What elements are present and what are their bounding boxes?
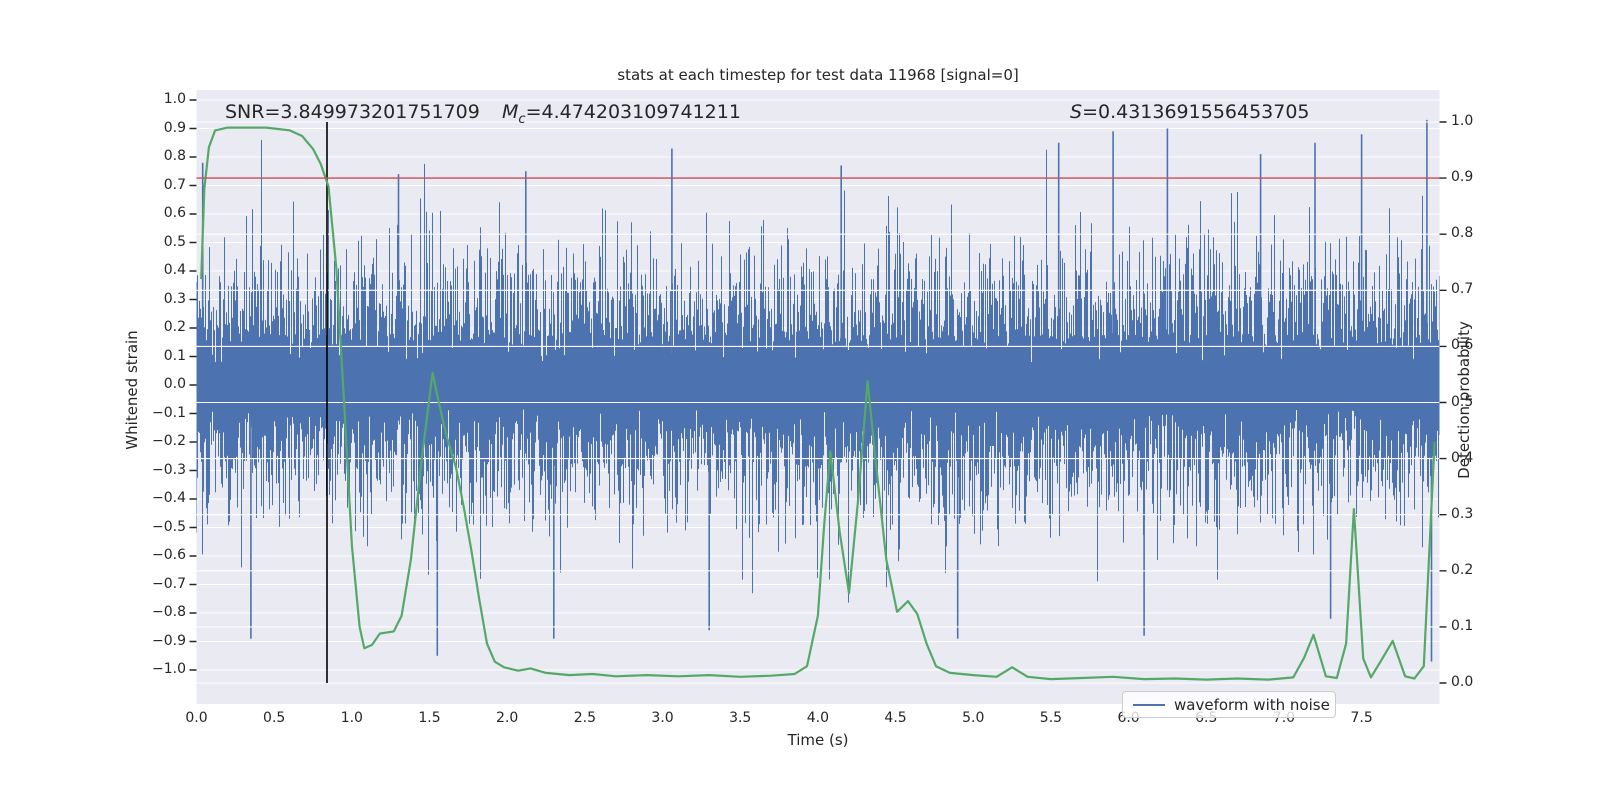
y-left-tick-label: −0.6 (152, 547, 186, 563)
x-tick-label: 2.5 (573, 710, 596, 726)
chirp-mass-value: =4.474203109741211 (525, 101, 741, 123)
y-left-tick-label: 0.6 (163, 205, 186, 221)
x-tick-label: 0.5 (263, 710, 286, 726)
y-right-tick-label: 0.4 (1451, 449, 1474, 466)
y-left-tick-label: 0.0 (163, 376, 186, 392)
y-left-tick-label: −0.7 (152, 575, 186, 592)
y-right-tick-label: 0.7 (1451, 281, 1474, 298)
x-tick-label: 5.5 (1039, 710, 1063, 726)
x-axis-label: Time (s) (787, 731, 849, 749)
s-stat-value: =0.4313691556453705 (1082, 101, 1310, 123)
y-right-tick-label: 0.3 (1451, 505, 1474, 522)
x-tick-label: 1.5 (418, 710, 441, 726)
y-left-tick-label: −0.1 (152, 404, 186, 421)
y-right-tick-label: 0.2 (1451, 561, 1474, 578)
annotation-chirp-mass: Mc=4.474203109741211 (502, 101, 741, 127)
y-right-tick-label: 0.0 (1451, 674, 1474, 690)
y-left-tick-label: 0.5 (163, 233, 186, 250)
y-right-tick-label: 0.6 (1451, 337, 1474, 354)
y-right-tick-label: 1.0 (1451, 113, 1474, 129)
y-left-tick-label: 0.7 (163, 176, 186, 193)
y-right-tick-label: 0.5 (1451, 393, 1474, 410)
chirp-mass-subscript: c (518, 111, 526, 127)
y-left-tick-label: −1.0 (152, 661, 186, 677)
x-tick-label: 3.0 (651, 710, 674, 726)
probability-curve (200, 126, 1436, 681)
legend: waveform with noise (1122, 691, 1336, 718)
left-axis-label: Whitened strain (123, 330, 141, 450)
y-left-tick-label: −0.3 (152, 461, 186, 478)
y-left-tick-label: −0.4 (152, 490, 186, 506)
chart-title: stats at each timestep for test data 119… (617, 66, 1019, 84)
x-tick-label: 4.0 (806, 710, 830, 726)
y-right-tick-label: 0.8 (1451, 225, 1474, 242)
axis-tick-marks (189, 99, 1447, 684)
x-tick-label: 4.5 (884, 710, 907, 726)
chirp-mass-symbol: M (502, 101, 519, 123)
annotation-s-stat: S=0.4313691556453705 (1070, 101, 1310, 123)
y-left-tick-label: 0.4 (163, 262, 186, 278)
y-right-tick-label: 0.9 (1451, 169, 1474, 186)
y-left-tick-label: 0.1 (163, 347, 186, 364)
y-right-tick-label: 0.1 (1451, 617, 1474, 634)
x-tick-label: 3.5 (729, 710, 752, 726)
y-left-tick-label: −0.8 (152, 604, 186, 620)
y-left-tick-label: −0.9 (152, 632, 186, 649)
noise-spikes-path (201, 119, 1433, 662)
y-left-tick-label: −0.2 (152, 433, 186, 449)
x-tick-label: 7.5 (1350, 710, 1373, 726)
legend-waveform-line-sample (1133, 703, 1165, 706)
y-left-tick-label: 1.0 (163, 91, 186, 107)
s-stat-symbol: S (1070, 101, 1083, 123)
y-left-tick-label: −0.5 (152, 518, 186, 535)
y-left-tick-label: 0.8 (163, 148, 186, 164)
x-tick-label: 0.0 (185, 710, 208, 726)
y-left-tick-label: 0.2 (163, 319, 186, 335)
annotation-snr: SNR=3.849973201751709 (225, 101, 480, 123)
x-tick-label: 2.0 (496, 710, 519, 726)
y-left-tick-label: 0.9 (163, 119, 186, 136)
x-tick-label: 5.0 (962, 710, 985, 726)
legend-label: waveform with noise (1174, 695, 1330, 714)
y-left-tick-label: 0.3 (163, 290, 186, 307)
x-tick-label: 1.0 (340, 710, 363, 726)
